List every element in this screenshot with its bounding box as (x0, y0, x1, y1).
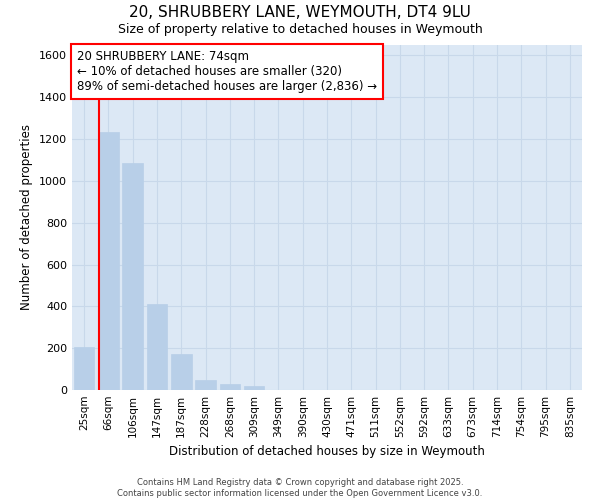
Y-axis label: Number of detached properties: Number of detached properties (20, 124, 34, 310)
Bar (98, 132, 119, 390)
Bar (195, 380, 216, 390)
Text: Size of property relative to detached houses in Weymouth: Size of property relative to detached ho… (118, 22, 482, 36)
Bar (220, 384, 240, 390)
Text: Contains HM Land Registry data © Crown copyright and database right 2025.
Contai: Contains HM Land Registry data © Crown c… (118, 478, 482, 498)
Bar (244, 386, 265, 390)
Bar (171, 354, 191, 390)
X-axis label: Distribution of detached houses by size in Weymouth: Distribution of detached houses by size … (169, 446, 485, 458)
Text: 20, SHRUBBERY LANE, WEYMOUTH, DT4 9LU: 20, SHRUBBERY LANE, WEYMOUTH, DT4 9LU (129, 5, 471, 20)
Bar (74, 347, 94, 390)
Bar (122, 163, 143, 390)
Bar (146, 304, 167, 390)
Text: 20 SHRUBBERY LANE: 74sqm
← 10% of detached houses are smaller (320)
89% of semi-: 20 SHRUBBERY LANE: 74sqm ← 10% of detach… (77, 50, 377, 93)
